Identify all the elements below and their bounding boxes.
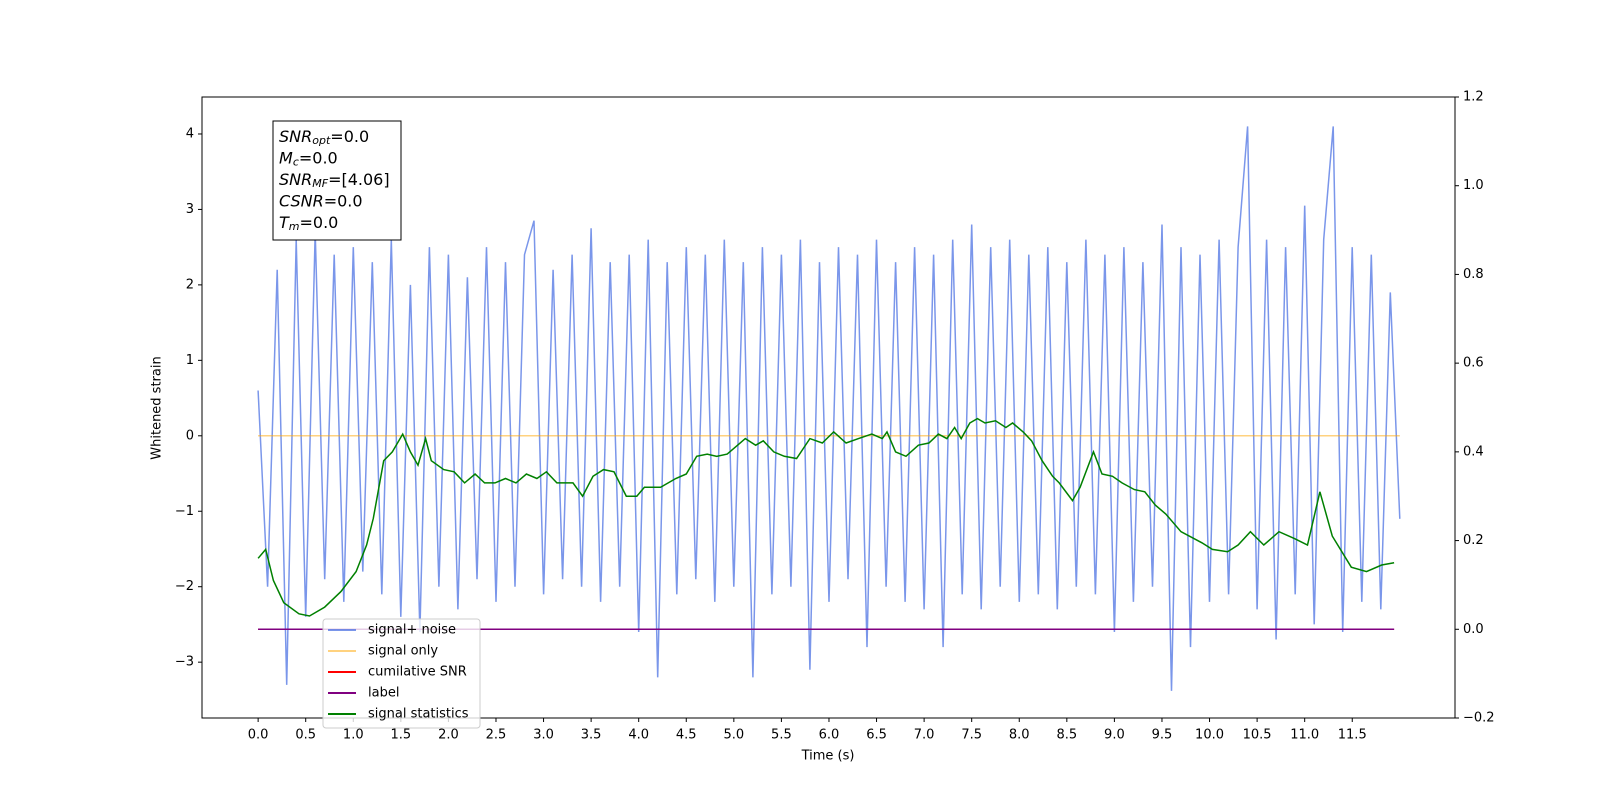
legend-label: label	[368, 686, 399, 701]
x-tick-label: 6.0	[819, 728, 840, 743]
annotation-name: SNR	[279, 127, 312, 146]
annotation-value: =0.0	[299, 148, 338, 167]
legend-label: signal statistics	[368, 707, 469, 722]
y2-tick-label: 0.8	[1463, 267, 1484, 282]
x-tick-label: 3.5	[581, 728, 602, 743]
x-tick-label: 11.5	[1338, 728, 1367, 743]
annotation-sub: c	[293, 156, 299, 169]
annotation-line: Tm=0.0	[279, 213, 338, 234]
y-tick-label: 0	[186, 428, 194, 443]
annotation-line: SNRMF=[4.06]	[279, 170, 390, 191]
annotation-value: =0.0	[324, 191, 363, 210]
x-tick-label: 3.0	[533, 728, 554, 743]
x-tick-label: 10.5	[1243, 728, 1272, 743]
y-tick-label: 2	[186, 277, 194, 292]
y-tick-label: −2	[175, 579, 194, 594]
x-tick-label: 5.0	[723, 728, 744, 743]
annotation-name: T	[279, 213, 290, 232]
annotation-value: =[4.06]	[328, 170, 390, 189]
legend-frame	[322, 618, 481, 729]
y2-tick-label: −0.2	[1463, 711, 1495, 726]
annotation-value: =0.0	[330, 127, 369, 146]
x-tick-label: 8.0	[1009, 728, 1030, 743]
annotation-frame	[272, 120, 402, 241]
y2-tick-label: 0.6	[1463, 356, 1484, 371]
x-tick-label: 11.0	[1290, 728, 1319, 743]
x-tick-label: 1.0	[343, 728, 364, 743]
y-tick-label: −3	[175, 655, 194, 670]
x-tick-label: 9.0	[1104, 728, 1125, 743]
x-tick-label: 7.0	[914, 728, 935, 743]
annotation-sub: opt	[312, 134, 331, 147]
x-tick-label: 7.5	[961, 728, 982, 743]
x-tick-label: 2.0	[438, 728, 459, 743]
series-line	[257, 417, 1395, 617]
annotation-name: CSNR	[279, 191, 324, 210]
annotation-line: CSNR=0.0	[279, 191, 363, 210]
x-tick-label: 2.5	[486, 728, 507, 743]
y-tick-label: −1	[175, 504, 194, 519]
legend-label: signal+ noise	[368, 623, 456, 638]
annotation-line: SNRopt=0.0	[279, 127, 369, 148]
x-tick-label: 4.5	[676, 728, 697, 743]
y2-tick-label: 1.2	[1463, 90, 1484, 105]
x-tick-label: 0.0	[248, 728, 269, 743]
y-tick-label: 1	[186, 353, 194, 368]
legend-label: signal only	[368, 644, 438, 659]
x-tick-label: 9.5	[1152, 728, 1173, 743]
y-tick-label: 4	[186, 126, 194, 141]
x-tick-label: 1.5	[390, 728, 411, 743]
y-axis-label: Whitened strain	[150, 356, 165, 459]
annotation-name: M	[279, 148, 293, 167]
x-tick-label: 8.5	[1056, 728, 1077, 743]
x-tick-label: 10.0	[1195, 728, 1224, 743]
x-axis-label: Time (s)	[801, 749, 855, 764]
series-line	[257, 126, 1401, 691]
y2-tick-label: 0.0	[1463, 622, 1484, 637]
annotation-sub: m	[289, 220, 300, 233]
legend-label: cumilative SNR	[368, 665, 467, 680]
y-tick-label: 3	[186, 202, 194, 217]
y2-tick-label: 0.4	[1463, 444, 1484, 459]
x-tick-label: 5.5	[771, 728, 792, 743]
annotation-line: Mc=0.0	[279, 148, 338, 169]
y2-tick-label: 0.2	[1463, 533, 1484, 548]
y2-tick-label: 1.0	[1463, 178, 1484, 193]
x-tick-label: 4.0	[628, 728, 649, 743]
x-tick-label: 0.5	[295, 728, 316, 743]
x-tick-label: 6.5	[866, 728, 887, 743]
annotation-name: SNR	[279, 170, 312, 189]
annotation-box: SNRopt=0.0Mc=0.0SNRMF=[4.06]CSNR=0.0Tm=0…	[272, 120, 402, 241]
annotation-sub: MF	[312, 177, 328, 190]
annotation-value: =0.0	[300, 213, 339, 232]
legend: signal+ noise signal only cumilative SNR la…	[322, 618, 481, 729]
